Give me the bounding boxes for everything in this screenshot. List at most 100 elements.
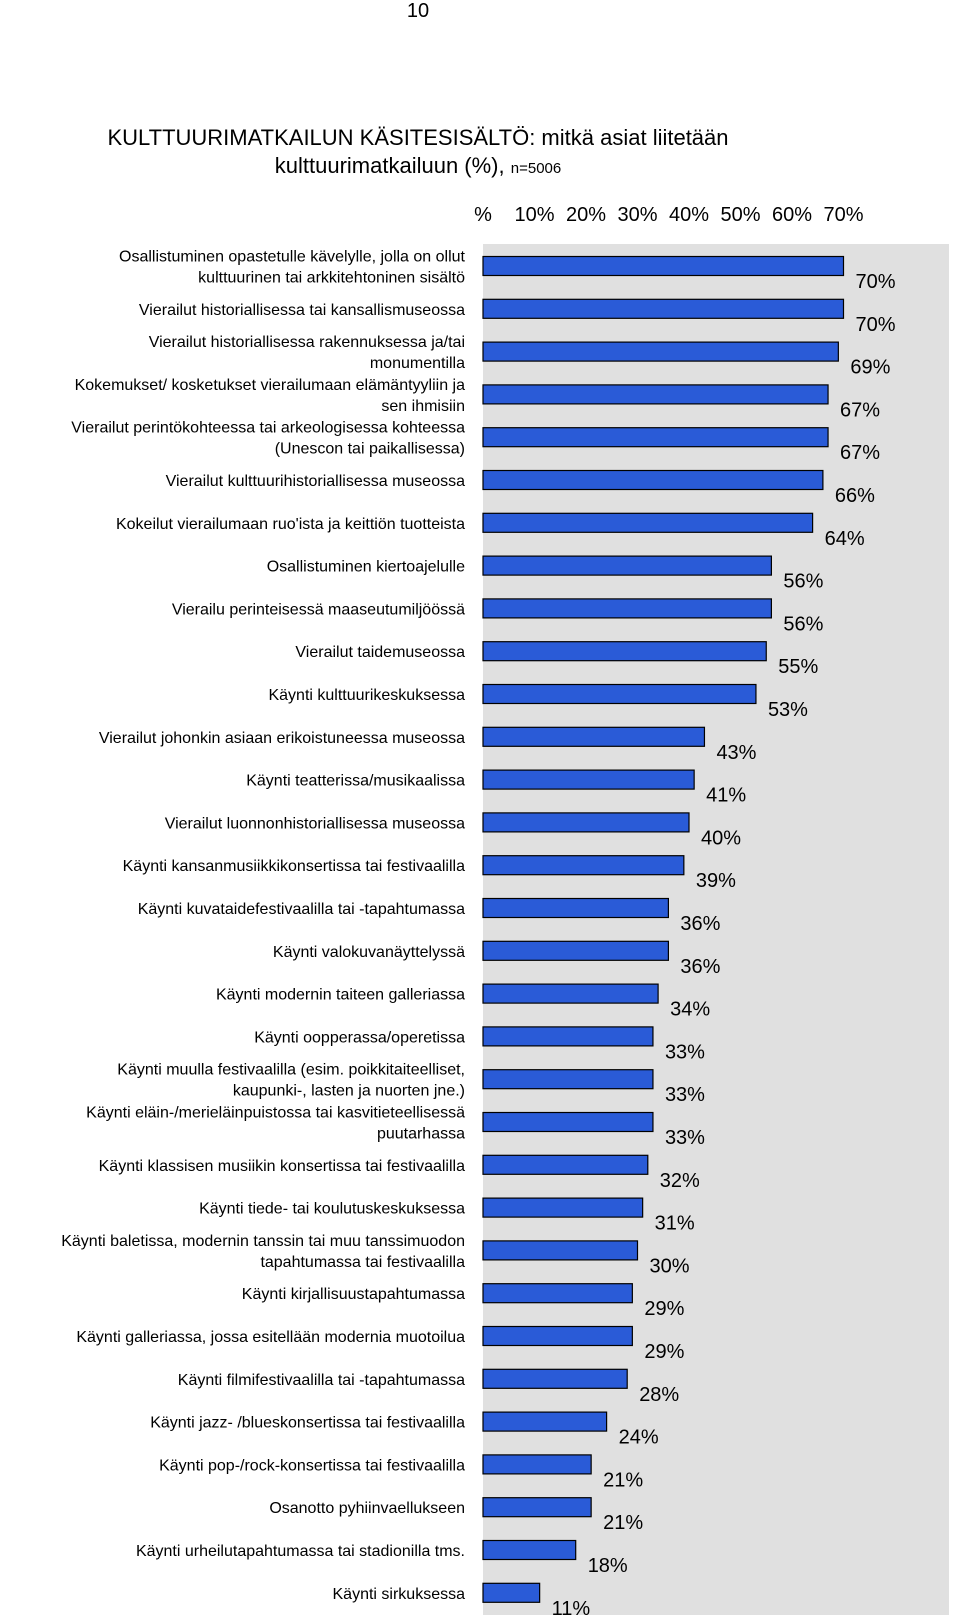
category-label-line: Osallistuminen kiertoajelulle (267, 559, 465, 576)
category-label: Käynti valokuvanäyttelyssä (273, 944, 465, 961)
category-label-line: Käynti eläin-/merieläinpuistossa tai kas… (86, 1105, 465, 1122)
category-label-line: Käynti urheilutapahtumassa tai stadionil… (136, 1543, 465, 1560)
category-label: Käynti muulla festivaalilla (esim. poikk… (117, 1062, 465, 1100)
bar (482, 469, 824, 491)
category-label-line: Käynti kansanmusiikkikonsertissa tai fes… (123, 858, 465, 875)
category-label-line: Käynti teatterissa/musikaalissa (246, 773, 465, 790)
category-label-line: Käynti pop-/rock-konsertissa tai festiva… (159, 1457, 465, 1474)
x-tick-label: 40% (669, 204, 709, 226)
category-label: Käynti filmifestivaalilla tai -tapahtuma… (178, 1372, 465, 1389)
category-label-line: Käynti kulttuurikeskuksessa (268, 687, 465, 704)
x-tick-label: % (474, 204, 492, 226)
category-label-line: Käynti kuvataidefestivaalilla tai -tapah… (138, 901, 465, 918)
x-tick-label: 20% (566, 204, 606, 226)
bar (482, 384, 829, 405)
category-label: Käynti pop-/rock-konsertissa tai festiva… (159, 1457, 465, 1474)
category-label-line: Vierailut perintökohteessa tai arkeologi… (71, 420, 465, 437)
value-label: 29% (644, 1341, 684, 1363)
category-label-line: Käynti muulla festivaalilla (esim. poikk… (117, 1062, 465, 1079)
value-label: 30% (650, 1255, 690, 1277)
category-label: Osallistuminen opastetulle kävelylle, jo… (119, 249, 466, 287)
category-label-line: Käynti filmifestivaalilla tai -tapahtuma… (178, 1372, 465, 1389)
bar (482, 1325, 633, 1347)
category-label-line: Käynti kirjallisuustapahtumassa (242, 1286, 465, 1303)
category-label-line: Vierailut historiallisessa tai kansallis… (139, 302, 465, 319)
category-label-line: Vierailut taidemuseossa (295, 644, 465, 661)
bar (482, 427, 829, 448)
bar (482, 641, 767, 662)
category-label-line: kulttuurinen tai arkkitehtoninen sisältö (198, 270, 465, 287)
category-label-line: Vierailu perinteisessä maaseutumiljöössä (172, 601, 465, 618)
value-label: 33% (665, 1084, 705, 1106)
value-label: 40% (701, 827, 741, 849)
category-label: Osanotto pyhiinvaellukseen (269, 1500, 465, 1517)
category-label-line: sen ihmisiin (381, 398, 465, 415)
value-label: 33% (665, 1041, 705, 1063)
x-tick-label: 60% (772, 204, 812, 226)
category-label-line: Käynti klassisen musiikin konsertissa ta… (99, 1158, 465, 1175)
category-label: Käynti urheilutapahtumassa tai stadionil… (136, 1543, 465, 1560)
category-label: Vierailut historiallisessa rakennuksessa… (149, 334, 465, 372)
category-label-line: Käynti oopperassa/operetissa (254, 1029, 465, 1046)
bar (482, 1154, 649, 1175)
bar (482, 1539, 577, 1561)
bar (482, 1368, 628, 1389)
bar (482, 555, 772, 576)
bar (482, 855, 685, 876)
value-label: 70% (856, 271, 896, 293)
value-label: 67% (840, 442, 880, 464)
value-label: 41% (706, 785, 746, 807)
value-label: 34% (670, 999, 710, 1021)
bar (482, 812, 690, 833)
sample-size: n=5006 (510, 160, 562, 177)
category-label: Vierailu perinteisessä maaseutumiljöössä (172, 601, 465, 618)
x-tick-label: 30% (617, 204, 657, 226)
bar (482, 1411, 608, 1432)
category-label: Käynti kirjallisuustapahtumassa (242, 1286, 465, 1303)
category-label-line: Vierailut kulttuurihistoriallisessa muse… (166, 473, 465, 490)
bar (482, 298, 845, 319)
category-label-line: (Unescon tai paikallisessa) (275, 441, 465, 458)
category-label-line: Osanotto pyhiinvaellukseen (269, 1500, 465, 1517)
category-label: Käynti oopperassa/operetissa (254, 1029, 465, 1046)
category-label: Käynti jazz- /blueskonsertissa tai festi… (150, 1415, 465, 1432)
value-label: 21% (603, 1512, 643, 1534)
category-label-line: Käynti baletissa, modernin tanssin tai m… (61, 1233, 465, 1250)
category-label: Käynti kuvataidefestivaalilla tai -tapah… (138, 901, 465, 918)
value-label: 28% (639, 1384, 679, 1406)
category-label-line: Osallistuminen opastetulle kävelylle, jo… (119, 249, 466, 266)
chart-title-text: kulttuurimatkailuun (%), (274, 153, 505, 178)
bar (482, 598, 772, 619)
category-label: Vierailut historiallisessa tai kansallis… (139, 302, 465, 319)
category-label-line: puutarhassa (377, 1126, 465, 1143)
category-label: Kokemukset/ kosketukset vierailumaan elä… (75, 377, 466, 415)
category-label: Käynti baletissa, modernin tanssin tai m… (61, 1233, 465, 1271)
category-label-line: monumentilla (370, 355, 465, 372)
value-label: 55% (778, 656, 818, 678)
value-label: 56% (783, 571, 823, 593)
category-label-line: Vierailut luonnonhistoriallisessa museos… (165, 815, 465, 832)
bar (482, 1582, 541, 1603)
value-label: 21% (603, 1469, 643, 1491)
bars (482, 255, 845, 1603)
x-axis-ticks: % 10% 20% 30% 40% 50% 60% 70% (474, 204, 864, 226)
bar (482, 683, 757, 705)
chart-title-line-1: KULTTUURIMATKAILUN KÄSITESISÄLTÖ: mitkä … (107, 125, 729, 150)
category-label: Käynti eläin-/merieläinpuistossa tai kas… (86, 1105, 465, 1143)
category-label: Vierailut taidemuseossa (295, 644, 465, 661)
value-label: 33% (665, 1127, 705, 1149)
bar (482, 255, 845, 277)
value-label: 56% (783, 613, 823, 635)
category-label: Käynti klassisen musiikin konsertissa ta… (99, 1158, 465, 1175)
category-label-line: Käynti modernin taiteen galleriassa (216, 987, 465, 1004)
category-label: Vierailut luonnonhistoriallisessa museos… (165, 815, 465, 832)
value-label: 11% (552, 1598, 591, 1615)
category-label: Käynti tiede- tai koulutuskeskuksessa (199, 1201, 465, 1218)
bar (482, 1197, 644, 1218)
value-label: 18% (588, 1555, 628, 1577)
category-label: Käynti galleriassa, jossa esitellään mod… (76, 1329, 465, 1346)
value-label: 31% (655, 1213, 695, 1235)
bar (482, 1283, 633, 1304)
category-label-line: Vierailut historiallisessa rakennuksessa… (149, 334, 465, 351)
